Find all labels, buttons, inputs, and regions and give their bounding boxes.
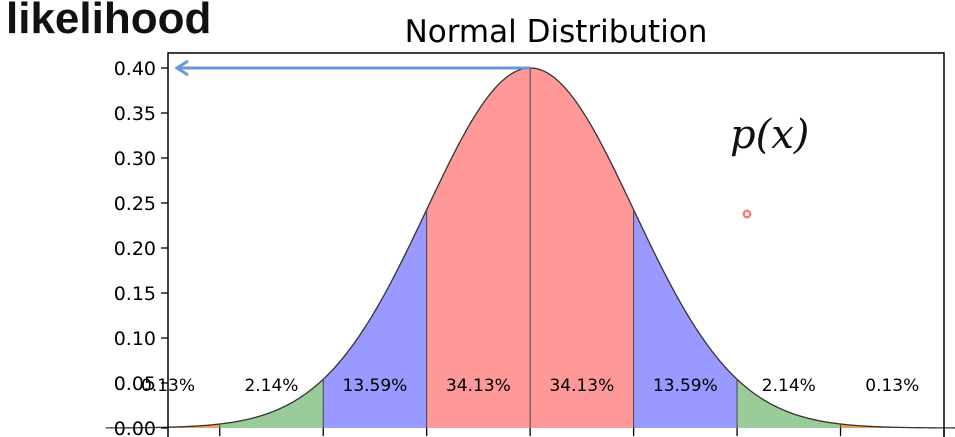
band-area [737,379,841,428]
cursor-marker [742,209,752,219]
band-area [530,68,634,428]
plot-frame [167,52,945,437]
band-area [219,379,324,428]
y-tick-label: 0.15 [114,283,156,305]
percent-label: 0.13% [865,376,919,396]
y-tick-label: 0.00 [114,418,156,437]
percent-label: 34.13% [549,376,614,396]
y-tick-label: 0.05 [114,373,156,395]
x-axis [219,428,945,436]
y-tick-label: 0.30 [114,148,156,170]
y-tick-label: 0.35 [114,103,156,125]
percent-labels: 0.13% 2.14% 13.59% 34.13% 34.13% 13.59% 2.14% 0… [141,376,919,396]
percent-label: 13.59% [343,376,408,396]
band-area [116,424,220,428]
formula-label: p(x) [730,112,809,158]
likelihood-label: likelihood [6,0,212,43]
percent-label: 34.13% [446,376,511,396]
y-tick-label: 0.25 [114,193,156,215]
y-axis: 0.00 0.05 0.10 0.15 0.20 0.25 0.30 0.35 0.40 [114,58,168,437]
percent-label: 2.14% [762,376,816,396]
band-dividers [219,68,842,428]
percent-label: 0.13% [141,376,195,396]
y-tick-label: 0.20 [114,238,156,260]
density-curve [105,67,955,429]
percent-label: 2.14% [244,376,298,396]
y-tick-label: 0.10 [114,328,156,350]
likelihood-arrow-head [174,59,189,77]
band-area [840,424,944,428]
chart-title: Normal Distribution [405,14,708,50]
percent-label: 13.59% [653,376,718,396]
y-tick-label: 0.40 [114,58,156,80]
band-area [426,68,531,428]
